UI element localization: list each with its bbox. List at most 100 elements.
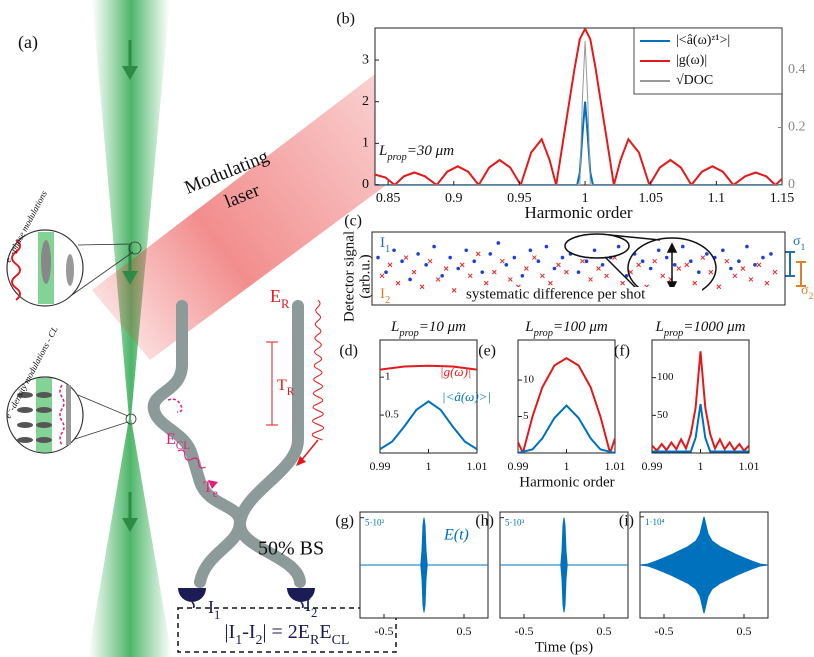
panel-title: Lprop=10 μm <box>390 319 466 338</box>
point <box>561 256 565 260</box>
sigma-label-part: 1 <box>801 242 806 253</box>
y-tick-label: 100 <box>657 371 674 383</box>
x-axis-label: Time (ps) <box>535 639 593 655</box>
point <box>721 248 725 252</box>
x-tick-label: 0.5 <box>457 624 472 638</box>
legend-label-part: 1 <box>385 244 390 255</box>
panel-title-part: prop <box>398 328 418 339</box>
point <box>424 263 428 267</box>
annotation-part: =30 μm <box>407 143 454 159</box>
x-tick-label: 0.99 <box>508 459 529 473</box>
y2-tick-label: 0.2 <box>788 120 806 135</box>
sigma-label: σ2 <box>801 283 814 302</box>
x-tick-label: 1 <box>698 459 704 473</box>
point <box>440 274 444 278</box>
y-tick-label: 1 <box>362 136 369 151</box>
panel-title-part: =10 μm <box>419 319 466 335</box>
point <box>705 252 709 256</box>
x-tick-label: -0.5 <box>515 624 534 638</box>
panel-label: (c) <box>344 213 362 230</box>
y2-tick-label: 0 <box>788 177 795 192</box>
equation-part: CL <box>332 633 350 648</box>
panel-title-part: prop <box>533 328 553 339</box>
x-axis-label: Harmonic order <box>524 203 632 222</box>
y-tick-label: 10 <box>523 374 535 386</box>
cl-emission <box>168 399 182 412</box>
er-label-part: R <box>281 297 290 311</box>
y-tick-label: 0.5 <box>385 409 399 421</box>
panel-title-part: =100 μm <box>553 319 608 335</box>
panel-title-part: =1000 μm <box>683 319 745 335</box>
y-tick-label: 5 <box>523 410 529 422</box>
legend-label: |<â(ω)ᶻ¹>| <box>676 33 730 48</box>
y-tick-label: 2 <box>362 94 369 109</box>
panel-title-part: prop <box>663 328 683 339</box>
point <box>617 245 621 249</box>
point <box>689 259 693 263</box>
point <box>545 245 549 249</box>
panel-title-part: L <box>524 319 533 335</box>
point <box>593 248 597 252</box>
x-tick-label: 1.01 <box>739 459 760 473</box>
point <box>673 263 677 267</box>
point <box>408 278 412 282</box>
point <box>480 270 484 274</box>
tr-label-part: T <box>277 377 287 394</box>
x-tick-label: 0.99 <box>642 459 663 473</box>
x-tick-label: -0.5 <box>375 624 394 638</box>
panel-label: (i) <box>619 513 634 530</box>
point <box>376 256 380 260</box>
er-label: ER <box>270 286 290 311</box>
sigma-label: σ1 <box>793 234 806 253</box>
legend-label: |g(ω)| <box>676 53 707 68</box>
panel-label: (e) <box>478 343 496 360</box>
point <box>488 252 492 256</box>
y-tick-label: 1·10⁴ <box>645 517 665 527</box>
sigma-bars <box>785 252 806 286</box>
i2-label-part: 2 <box>311 606 317 620</box>
point <box>697 270 701 274</box>
detectors <box>178 588 315 602</box>
panel: -0.50.55·10³ <box>500 512 628 638</box>
equation-part: E <box>319 621 331 643</box>
point <box>577 270 581 274</box>
point <box>537 259 541 263</box>
bs-label: 50% BS <box>258 538 324 560</box>
x-tick-label: 1.15 <box>770 191 795 206</box>
equation-part: 2 <box>256 633 263 648</box>
point <box>737 259 741 263</box>
plot-area <box>518 340 615 453</box>
point <box>553 267 557 271</box>
point <box>521 274 525 278</box>
x-tick-label: 1.01 <box>605 459 626 473</box>
panel-title: Lprop=1000 μm <box>654 319 745 338</box>
tr-label-part: R <box>287 386 295 398</box>
ecl-label-part: E <box>166 431 176 448</box>
point <box>497 241 501 245</box>
x-tick-label: 0.85 <box>376 191 401 206</box>
y-axis-label: Detector signal <box>341 231 357 322</box>
i1-label-part: 1 <box>214 608 220 622</box>
equation-part: 1 <box>235 633 242 648</box>
equation-part: -I <box>242 621 255 643</box>
setup-diagram <box>7 0 420 657</box>
y2-tick-label: 0.4 <box>788 62 806 77</box>
point <box>753 263 757 267</box>
legend-label-part: 2 <box>385 295 390 306</box>
x-tick-label: 1.05 <box>638 191 663 206</box>
annotation: systematic difference per shot <box>466 286 646 302</box>
equation-part: |I <box>225 621 236 643</box>
point <box>416 252 420 256</box>
x-tick-label: 1 <box>564 459 570 473</box>
equation-part: | = 2E <box>263 621 311 643</box>
x-tick-label: 1.01 <box>467 459 488 473</box>
point <box>745 245 749 249</box>
x-tick-label: 0.5 <box>597 624 612 638</box>
x-tick-label: 0.99 <box>370 459 391 473</box>
point <box>761 256 765 260</box>
series-label: |g(ω)| <box>440 364 471 379</box>
panel-title-part: L <box>654 319 663 335</box>
point <box>649 267 653 271</box>
er-label-part: E <box>270 286 281 306</box>
